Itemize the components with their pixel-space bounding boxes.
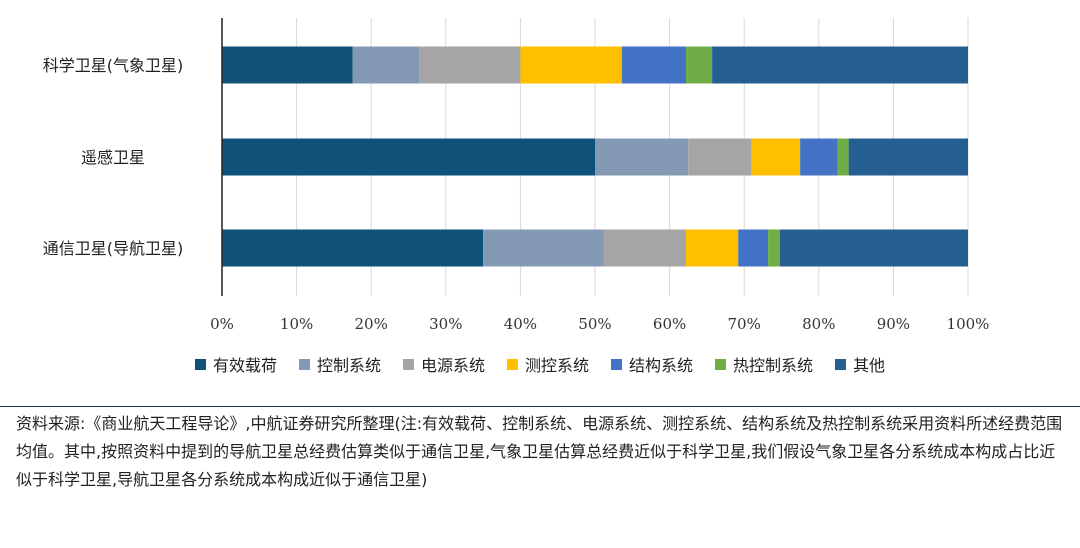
bar-segment xyxy=(595,138,689,176)
bar-segment xyxy=(837,138,849,176)
bar-segment xyxy=(352,46,420,84)
category-label: 科学卫星(气象卫星) xyxy=(43,56,184,75)
bar-segment xyxy=(712,46,968,84)
legend-swatch xyxy=(506,358,518,370)
stacked-bar-chart: 0% 10% 20% 30% 40% 50% 60% 70% 80% 90% 100% 通信卫星(导航… xyxy=(43,18,990,333)
legend-item: 结构系统 xyxy=(611,352,693,376)
source-footnote: 资料来源:《商业航天工程导论》,中航证券研究所整理(注:有效载荷、控制系统、电源… xyxy=(16,414,1063,489)
category-label: 遥感卫星 xyxy=(81,148,145,167)
bar-segment xyxy=(222,46,353,84)
x-tick-label: 30% xyxy=(429,315,462,333)
x-tick-label: 90% xyxy=(877,315,910,333)
chart-legend: 有效载荷 控制系统 电源系统 测控系统 结构系统 热控制系统 其他 xyxy=(0,352,1080,376)
legend-swatch xyxy=(611,358,622,370)
x-tick-label: 60% xyxy=(653,315,686,333)
category-label: 通信卫星(导航卫星) xyxy=(43,239,184,258)
bar-segment xyxy=(738,229,769,267)
bar-segment xyxy=(222,138,595,176)
legend-label: 测控系统 xyxy=(524,356,589,375)
labels: 0% 10% 20% 30% 40% 50% 60% 70% 80% 90% 100% 通信卫星(导航… xyxy=(43,56,990,333)
x-tick-label: 50% xyxy=(578,315,611,333)
bar-segment xyxy=(520,46,622,84)
x-tick-label: 10% xyxy=(280,315,313,333)
bar-segment xyxy=(688,138,752,176)
bar-segment xyxy=(686,46,713,84)
bar-segment xyxy=(419,46,521,84)
legend-label: 有效载荷 xyxy=(212,356,277,375)
bar-segment xyxy=(780,229,968,267)
legend-swatch xyxy=(835,358,847,370)
legend-label: 结构系统 xyxy=(629,356,694,375)
bar-segment xyxy=(222,229,484,267)
x-tick-label: 20% xyxy=(355,315,388,333)
legend-item: 有效载荷 xyxy=(194,352,277,376)
x-tick-label: 70% xyxy=(728,315,761,333)
legend-label: 热控制系统 xyxy=(733,356,814,375)
x-tick-label: 80% xyxy=(802,315,835,333)
bar-segment xyxy=(768,229,781,267)
bar-segment xyxy=(603,229,687,267)
legend-swatch xyxy=(715,358,727,370)
bar-segment xyxy=(483,229,604,267)
legend-item: 电源系统 xyxy=(402,352,485,376)
legend-item: 其他 xyxy=(835,352,885,376)
bar-segment xyxy=(686,229,739,267)
legend-item: 控制系统 xyxy=(298,352,381,376)
legend-item: 测控系统 xyxy=(506,352,589,376)
legend-item: 热控制系统 xyxy=(715,352,813,376)
legend-label: 电源系统 xyxy=(420,356,485,375)
legend-label: 控制系统 xyxy=(316,356,381,375)
legend-swatch xyxy=(298,358,310,370)
bar-segment xyxy=(751,138,801,176)
x-tick-label: 40% xyxy=(504,315,537,333)
legend-label: 其他 xyxy=(853,356,886,375)
bar-segment xyxy=(800,138,838,176)
legend-swatch xyxy=(402,358,414,370)
legend-swatch xyxy=(194,358,206,370)
x-tick-label: 100% xyxy=(947,315,990,333)
x-tick-label: 0% xyxy=(210,315,234,333)
bars xyxy=(222,46,968,267)
bar-segment xyxy=(848,138,968,176)
footnote-top-rule xyxy=(0,406,1080,407)
bar-segment xyxy=(621,46,687,84)
